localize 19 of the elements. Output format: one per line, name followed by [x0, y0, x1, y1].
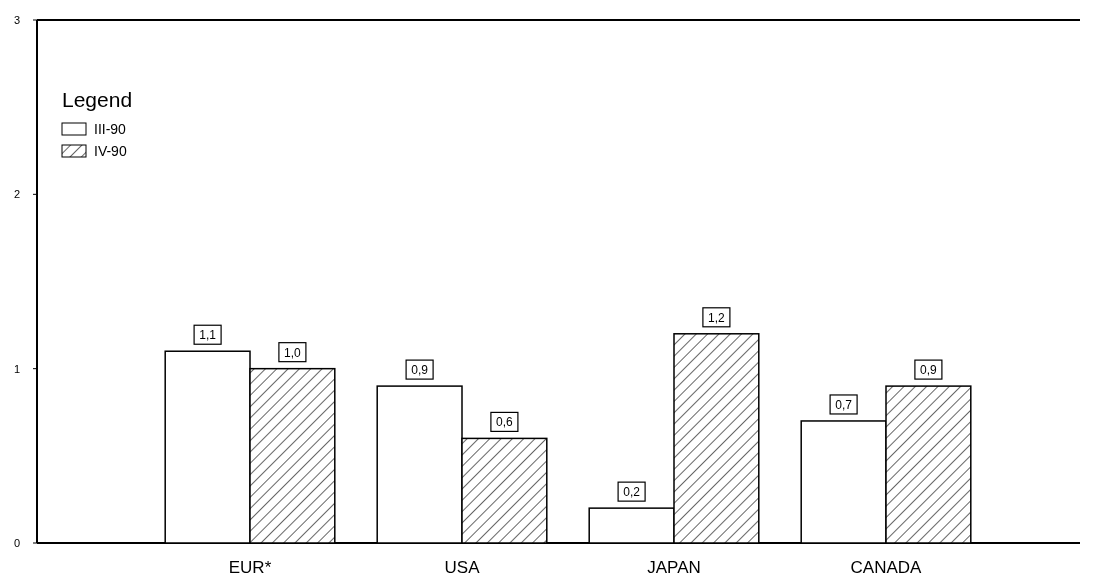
data-label: 0,9: [920, 363, 938, 378]
data-label: 1,2: [708, 310, 726, 325]
y-tick-label: 3: [13, 14, 21, 26]
y-tick-label: 1: [13, 362, 21, 375]
data-label: 0,2: [623, 485, 641, 500]
y-tick-label: 0: [13, 537, 21, 549]
x-tick-label: EUR*: [228, 558, 272, 577]
x-tick-label: JAPAN: [647, 558, 701, 577]
data-label: 0,9: [411, 363, 429, 378]
legend-title: Legend: [62, 88, 133, 111]
x-tick-label: CANADA: [850, 558, 923, 577]
y-tick-label: 2: [13, 188, 21, 201]
data-label: 0,7: [835, 397, 853, 412]
data-label: 1,1: [199, 328, 217, 343]
legend-label: III-90: [94, 121, 127, 137]
data-label: 1,0: [284, 345, 302, 360]
legend-label: IV-90: [94, 143, 127, 159]
x-tick-label: USA: [444, 558, 481, 577]
data-label: 0,6: [496, 415, 514, 430]
